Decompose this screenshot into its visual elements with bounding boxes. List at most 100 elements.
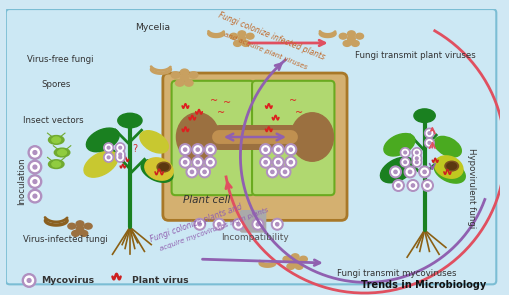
Ellipse shape [413, 109, 434, 122]
Text: acquire mycoviruses from plants: acquire mycoviruses from plants [159, 207, 269, 253]
Ellipse shape [434, 161, 464, 183]
Ellipse shape [434, 136, 461, 157]
Circle shape [411, 184, 414, 187]
Circle shape [278, 166, 290, 178]
Text: Hypovirulent fungi: Hypovirulent fungi [466, 148, 475, 229]
Circle shape [208, 148, 212, 151]
Circle shape [28, 175, 42, 189]
Circle shape [234, 220, 242, 228]
Ellipse shape [76, 226, 83, 232]
Circle shape [401, 159, 408, 165]
Circle shape [396, 184, 399, 187]
Circle shape [253, 220, 261, 228]
Circle shape [181, 146, 188, 153]
Circle shape [415, 151, 417, 154]
Circle shape [188, 168, 195, 176]
FancyBboxPatch shape [171, 81, 253, 195]
Circle shape [261, 146, 269, 153]
Circle shape [423, 182, 431, 189]
Circle shape [411, 157, 421, 167]
Text: ?: ? [132, 144, 137, 153]
Text: Insect vectors: Insect vectors [23, 117, 84, 125]
Ellipse shape [351, 40, 358, 46]
Circle shape [201, 168, 208, 176]
Ellipse shape [383, 134, 414, 156]
Ellipse shape [287, 263, 294, 269]
Circle shape [289, 160, 292, 164]
Ellipse shape [175, 80, 184, 86]
Circle shape [273, 220, 280, 228]
Circle shape [427, 142, 430, 144]
Circle shape [424, 138, 434, 148]
Circle shape [427, 132, 430, 135]
Ellipse shape [291, 259, 298, 264]
Ellipse shape [84, 151, 118, 177]
Circle shape [204, 144, 216, 155]
Text: ~: ~ [295, 108, 303, 118]
Circle shape [425, 184, 428, 187]
Circle shape [103, 153, 113, 162]
Ellipse shape [52, 161, 61, 167]
Ellipse shape [347, 36, 355, 42]
Ellipse shape [343, 40, 350, 46]
Ellipse shape [54, 148, 70, 157]
Circle shape [261, 158, 269, 166]
Circle shape [203, 170, 206, 173]
Circle shape [191, 156, 203, 168]
Text: Mycovirus: Mycovirus [41, 276, 94, 285]
Circle shape [264, 160, 267, 164]
Circle shape [426, 130, 432, 136]
Circle shape [251, 218, 263, 230]
Ellipse shape [176, 113, 219, 161]
Circle shape [285, 156, 296, 168]
Circle shape [31, 192, 39, 201]
Ellipse shape [295, 263, 302, 269]
Circle shape [389, 166, 401, 178]
Ellipse shape [76, 221, 83, 227]
Circle shape [115, 143, 125, 153]
Text: Fungi colonize plants and: Fungi colonize plants and [149, 202, 243, 244]
Ellipse shape [229, 33, 237, 39]
Circle shape [215, 220, 222, 228]
Circle shape [196, 160, 199, 164]
Circle shape [33, 180, 37, 183]
Text: Virus-infected fungi: Virus-infected fungi [23, 235, 108, 244]
Circle shape [406, 168, 413, 176]
Circle shape [266, 166, 278, 178]
Circle shape [31, 148, 39, 157]
Circle shape [276, 148, 279, 151]
Circle shape [31, 163, 39, 171]
Circle shape [193, 158, 201, 166]
Text: Incompatibility: Incompatibility [220, 233, 288, 242]
Ellipse shape [58, 150, 66, 155]
Circle shape [408, 170, 411, 173]
Circle shape [400, 157, 409, 167]
Text: Spores: Spores [42, 80, 71, 88]
Circle shape [413, 159, 419, 165]
Circle shape [208, 160, 212, 164]
Text: and acquire plant viruses: and acquire plant viruses [222, 31, 307, 70]
FancyBboxPatch shape [251, 81, 334, 195]
Circle shape [206, 158, 214, 166]
Circle shape [183, 148, 186, 151]
Ellipse shape [180, 74, 188, 81]
Circle shape [403, 161, 406, 163]
Circle shape [421, 180, 433, 191]
Circle shape [204, 156, 216, 168]
Circle shape [271, 218, 282, 230]
Circle shape [33, 151, 37, 154]
Circle shape [213, 218, 224, 230]
Circle shape [403, 151, 406, 154]
Circle shape [27, 278, 31, 282]
FancyBboxPatch shape [6, 9, 495, 284]
Circle shape [31, 177, 39, 186]
Circle shape [217, 223, 220, 226]
Circle shape [274, 146, 281, 153]
Circle shape [420, 168, 428, 176]
Circle shape [404, 166, 415, 178]
Circle shape [107, 156, 110, 159]
Circle shape [107, 146, 110, 149]
Circle shape [422, 170, 426, 173]
Circle shape [193, 146, 201, 153]
Ellipse shape [48, 160, 64, 168]
